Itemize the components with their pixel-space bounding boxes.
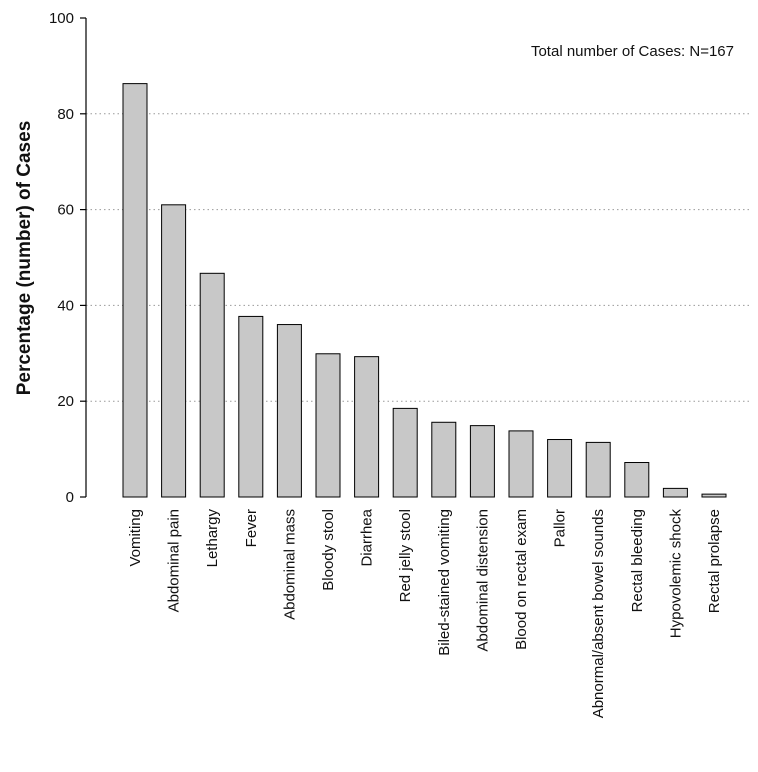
bar-biled-stained-vomiting [432,422,456,497]
x-category-label: Blood on rectal exam [513,509,530,650]
x-category-label: Vomiting [127,509,144,567]
bar-fever [239,316,263,497]
bar-hypovolemic-shock [663,488,687,497]
bar-red-jelly-stool [393,408,417,497]
bars [123,84,726,497]
x-category-label: Rectal bleeding [629,509,646,612]
y-axis-title: Percentage (number) of Cases [14,121,35,396]
y-tick-label: 80 [57,106,74,123]
y-axis-ticks: 0 20 40 60 80 100 [49,10,86,506]
x-axis-labels: Vomiting Abdominal pain Lethargy Fever Abdom… [127,508,723,718]
bar-vomiting [123,84,147,497]
bar-rectal-prolapse [702,494,726,497]
y-tick-label: 0 [66,489,74,506]
x-category-label: Abdominal pain [166,509,183,612]
bar-lethargy [200,273,224,497]
x-category-label: Lethargy [204,509,221,568]
y-tick-label: 20 [57,393,74,410]
x-category-label: Red jelly stool [397,509,414,602]
x-category-label: Bloody stool [320,509,337,591]
total-cases-annotation: Total number of Cases: N=167 [531,43,734,60]
x-category-label: Hypovolemic shock [667,509,684,639]
bar-rectal-bleeding [625,463,649,497]
bar-bloody-stool [316,354,340,497]
x-category-label: Abnormal/absent bowel sounds [590,509,607,718]
x-category-label: Abdominal mass [281,509,298,620]
bar-pallor [548,440,572,497]
bar-blood-on-rectal-exam [509,431,533,497]
x-category-label: Biled-stained vomiting [436,509,453,656]
y-tick-label: 40 [57,297,74,314]
x-category-label: Fever [243,509,260,547]
bar-abdominal-distension [470,426,494,497]
x-category-label: Rectal prolapse [706,509,723,613]
bar-diarrhea [355,357,379,497]
x-category-label: Abdominal distension [474,509,491,652]
bar-abdominal-mass [277,325,301,497]
x-category-label: Diarrhea [359,508,376,566]
y-tick-label: 100 [49,10,74,27]
bar-abnormal-absent-bowel-sounds [586,442,610,497]
y-tick-label: 60 [57,202,74,219]
x-category-label: Pallor [552,509,569,547]
bar-abdominal-pain [162,205,186,497]
